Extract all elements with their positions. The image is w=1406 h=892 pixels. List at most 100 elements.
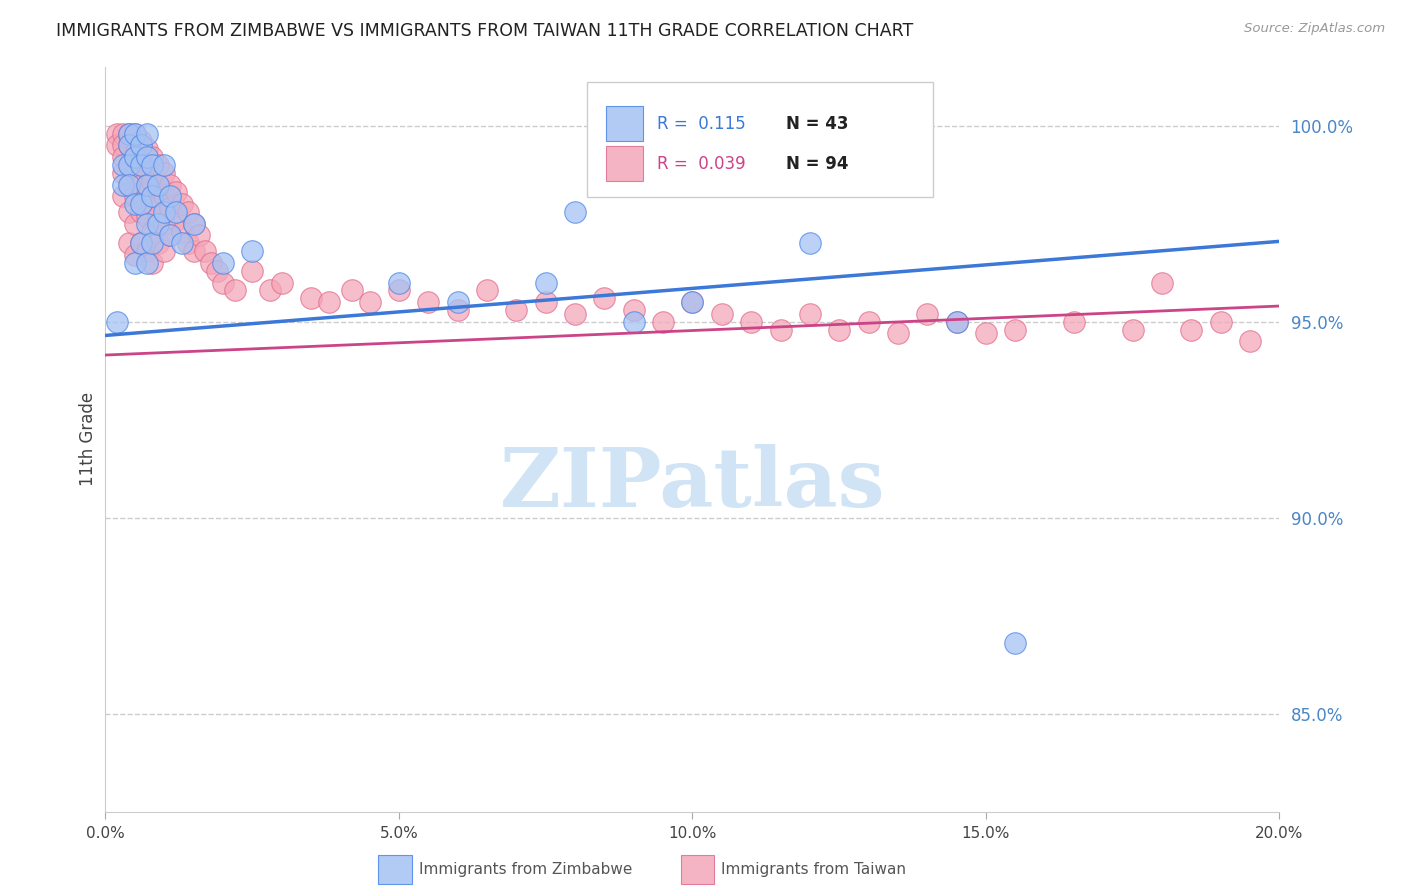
Point	[176, 205, 198, 219]
Point	[887, 326, 910, 341]
FancyBboxPatch shape	[606, 105, 643, 141]
Point	[505, 302, 527, 317]
Point	[318, 295, 340, 310]
Point	[200, 256, 222, 270]
Point	[446, 295, 468, 310]
Text: Immigrants from Zimbabwe: Immigrants from Zimbabwe	[419, 863, 633, 877]
Text: N = 94: N = 94	[786, 154, 849, 173]
Point	[141, 197, 163, 211]
Point	[135, 142, 157, 156]
Point	[564, 205, 586, 219]
Point	[165, 186, 187, 200]
Point	[129, 197, 152, 211]
Point	[124, 146, 146, 161]
Point	[652, 315, 675, 329]
Point	[141, 158, 163, 172]
Point	[135, 186, 157, 200]
Point	[224, 284, 246, 298]
Point	[148, 178, 170, 192]
Point	[124, 197, 146, 211]
Point	[159, 201, 181, 215]
Point	[118, 158, 141, 172]
Point	[141, 150, 163, 164]
Point	[534, 276, 557, 290]
Point	[112, 189, 135, 203]
Point	[945, 315, 967, 329]
Point	[623, 315, 645, 329]
Point	[159, 189, 181, 203]
Point	[159, 178, 181, 192]
Point	[388, 284, 411, 298]
Point	[183, 244, 205, 259]
Point	[112, 138, 135, 153]
Point	[129, 236, 152, 251]
Point	[153, 205, 176, 219]
Point	[1004, 322, 1026, 336]
Point	[141, 189, 163, 203]
Point	[118, 178, 141, 192]
Point	[828, 322, 851, 336]
Point	[593, 291, 616, 305]
Point	[446, 302, 468, 317]
Point	[118, 205, 141, 219]
Point	[153, 217, 176, 231]
Point	[359, 295, 381, 310]
Point	[141, 173, 163, 187]
Point	[141, 225, 163, 239]
Point	[799, 236, 821, 251]
Point	[170, 236, 193, 251]
Point	[183, 217, 205, 231]
Point	[135, 209, 157, 223]
Point	[170, 197, 193, 211]
Point	[153, 244, 176, 259]
Point	[165, 212, 187, 227]
Point	[682, 295, 704, 310]
Point	[135, 127, 157, 141]
Point	[623, 302, 645, 317]
Point	[1209, 315, 1232, 329]
Point	[148, 158, 170, 172]
Point	[148, 217, 170, 231]
Text: Immigrants from Taiwan: Immigrants from Taiwan	[721, 863, 907, 877]
Point	[148, 236, 170, 251]
Point	[340, 284, 363, 298]
Point	[799, 307, 821, 321]
Point	[211, 256, 233, 270]
Point	[124, 217, 146, 231]
Point	[148, 209, 170, 223]
Point	[1063, 315, 1085, 329]
Point	[388, 276, 411, 290]
Point	[118, 127, 141, 141]
Point	[112, 158, 135, 172]
Point	[170, 225, 193, 239]
Point	[129, 178, 152, 192]
Point	[188, 228, 211, 243]
Point	[112, 178, 135, 192]
Point	[129, 138, 152, 153]
Text: R =  0.115: R = 0.115	[657, 114, 747, 133]
Point	[1122, 322, 1144, 336]
Point	[105, 315, 128, 329]
Point	[153, 166, 176, 180]
Point	[917, 307, 939, 321]
Point	[129, 236, 152, 251]
Point	[153, 189, 176, 203]
Point	[141, 236, 163, 251]
Text: R =  0.039: R = 0.039	[657, 154, 745, 173]
Point	[710, 307, 733, 321]
Point	[165, 205, 187, 219]
Point	[1150, 276, 1173, 290]
Point	[240, 264, 263, 278]
Point	[769, 322, 792, 336]
Point	[118, 138, 141, 153]
Point	[124, 166, 146, 180]
Point	[105, 127, 128, 141]
Point	[682, 295, 704, 310]
Point	[129, 205, 152, 219]
Point	[135, 150, 157, 164]
FancyBboxPatch shape	[586, 82, 934, 197]
Point	[118, 138, 141, 153]
Point	[1239, 334, 1261, 349]
Point	[124, 150, 146, 164]
Point	[118, 236, 141, 251]
